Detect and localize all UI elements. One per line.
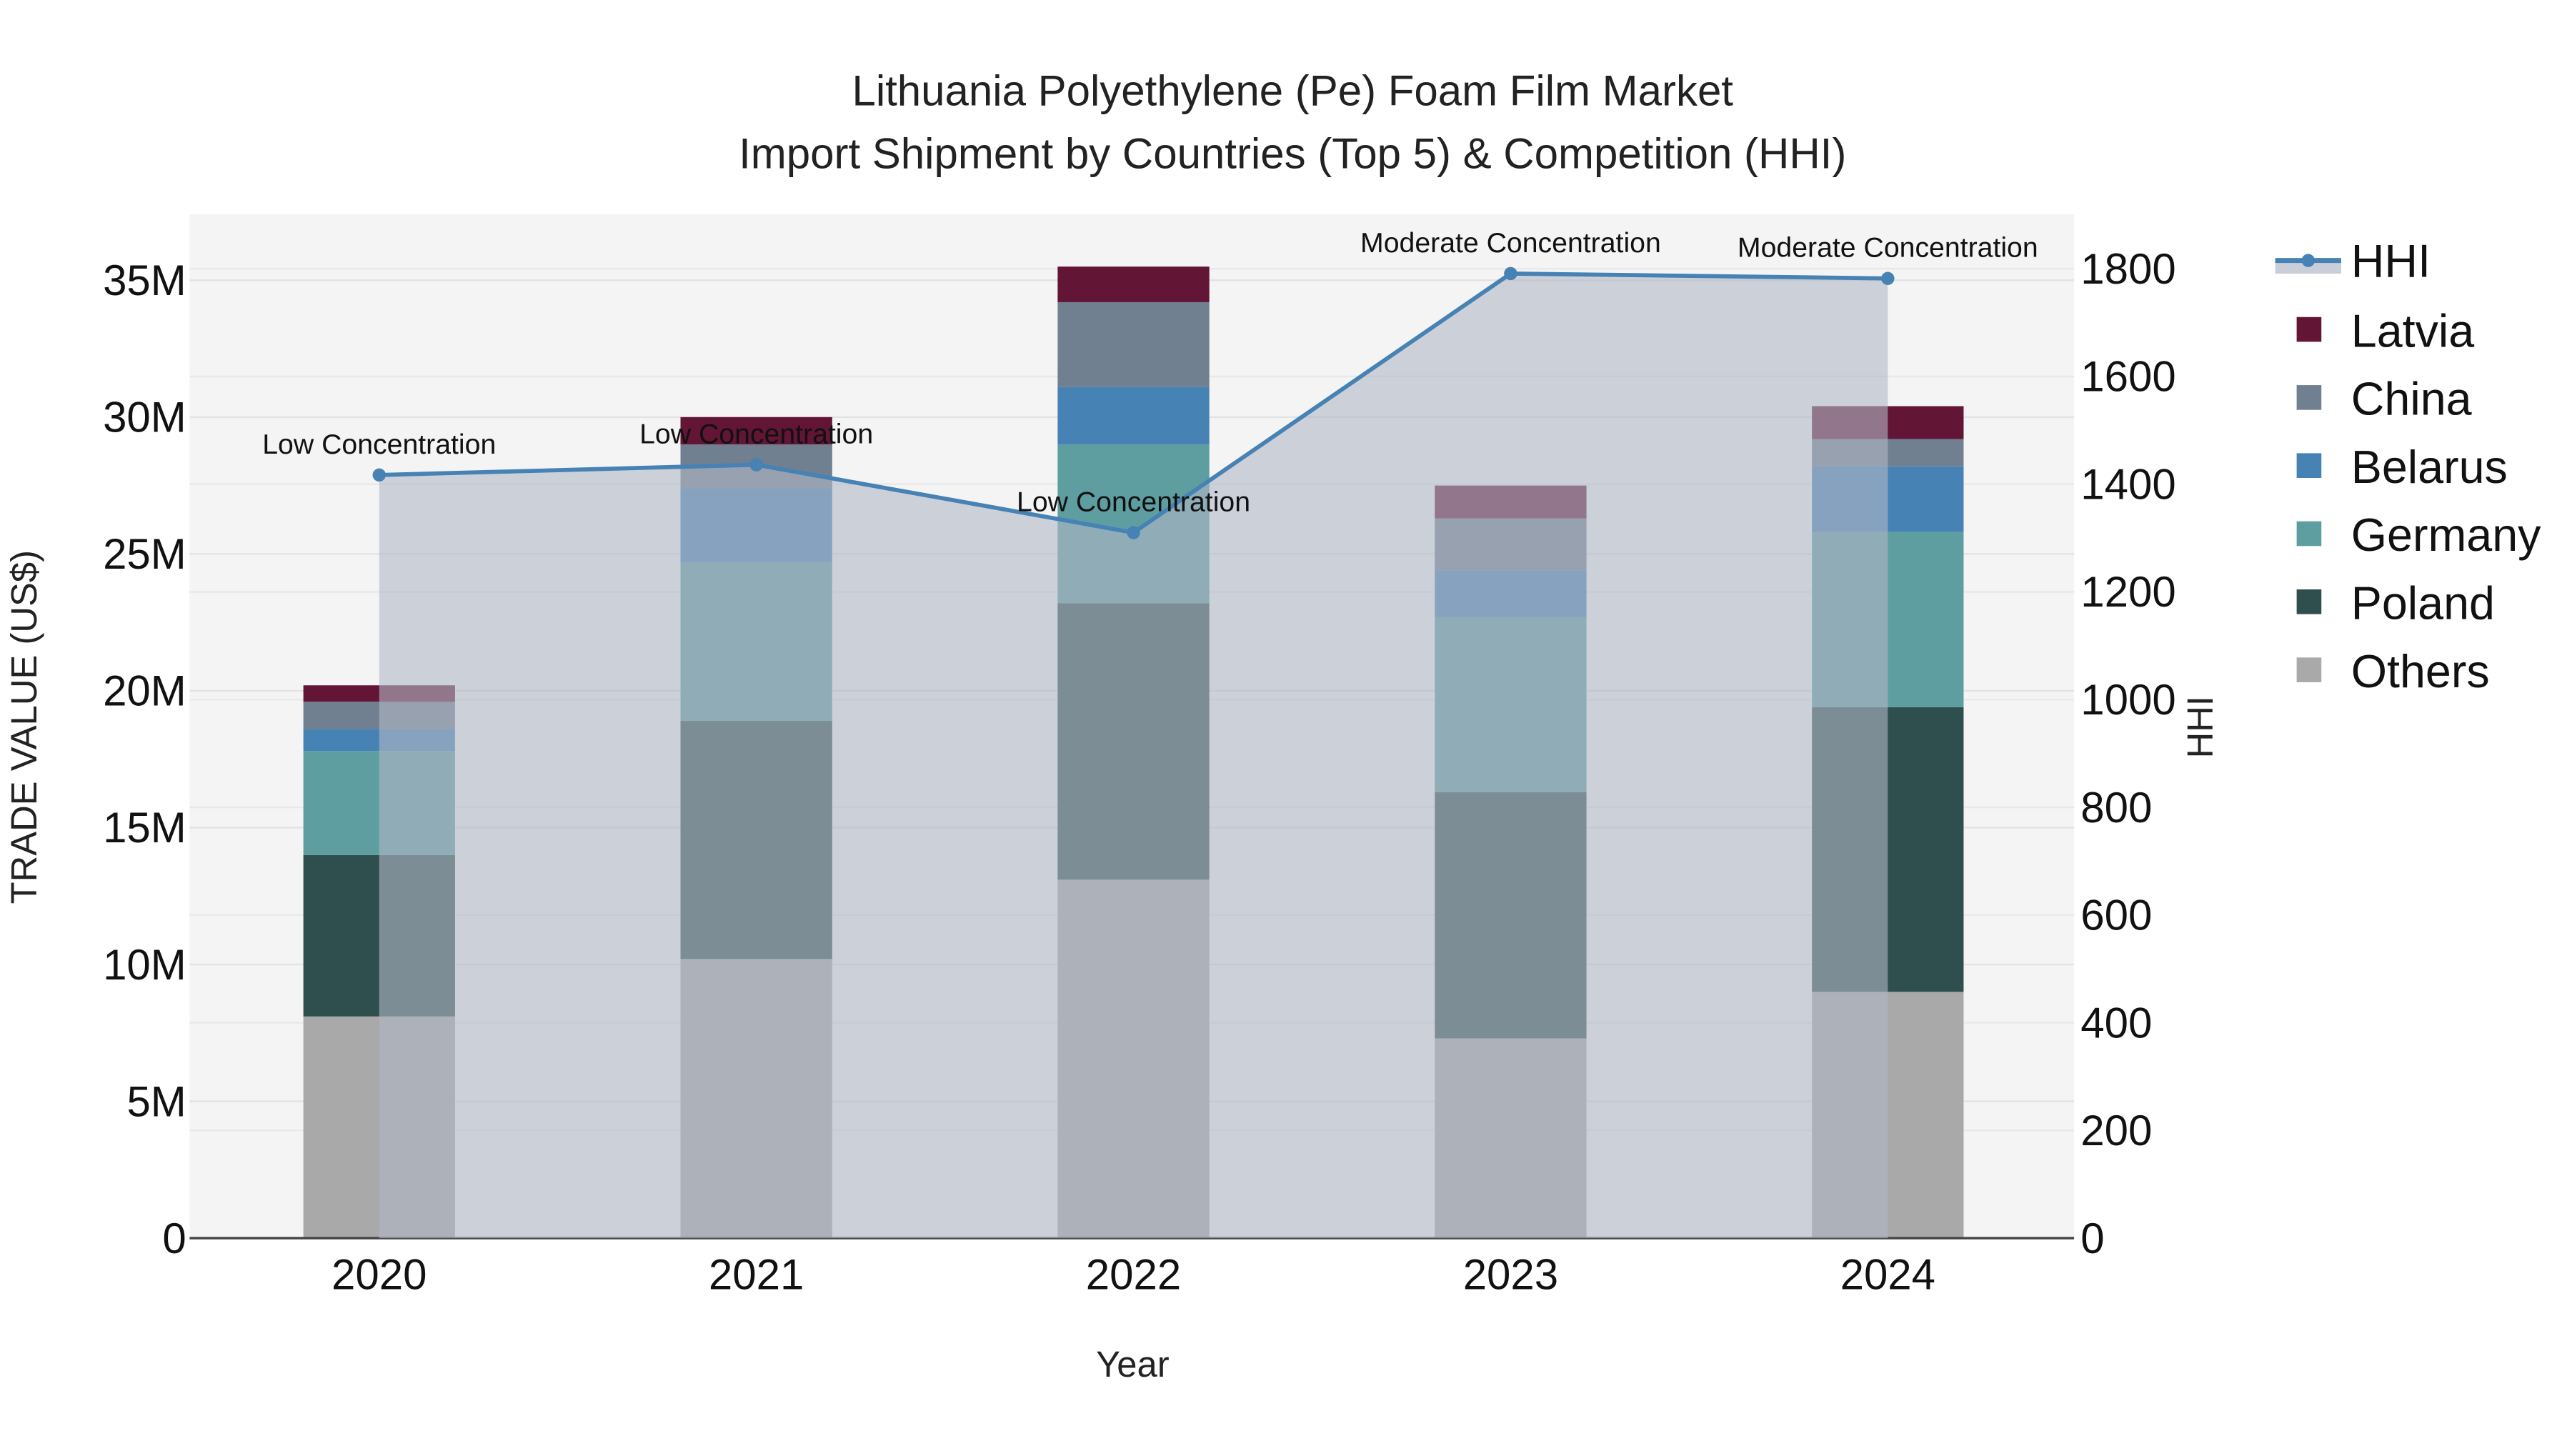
legend-label-china[interactable]: China: [2351, 374, 2472, 425]
bar-segment-latvia[interactable]: [680, 417, 832, 445]
y2-tick-label: 1200: [2080, 568, 2175, 616]
legend-swatch-china: [2296, 385, 2322, 410]
hhi-point[interactable]: [372, 468, 386, 482]
legend-hhi-fill: [2275, 261, 2341, 274]
hhi-fill: [379, 273, 1888, 1239]
legend-hhi-marker: [2301, 254, 2315, 267]
hhi-point[interactable]: [1504, 266, 1517, 281]
legend-label-hhi[interactable]: HHI: [2351, 236, 2431, 287]
legend: HHI Latvia China Belarus Germany Poland Others: [2275, 236, 2541, 697]
chart-title-line1: Lithuania Polyethylene (Pe) Foam Film Ma…: [852, 67, 1733, 115]
bar-segment-china[interactable]: [1057, 301, 1210, 387]
legend-swatch-belarus: [2296, 453, 2322, 478]
legend-label-poland[interactable]: Poland: [2351, 578, 2495, 629]
y-axis-ticks: 0 5M 10M 15M 20M 25M 30M 35M: [103, 256, 186, 1262]
hhi-point[interactable]: [1881, 271, 1895, 285]
legend-label-others[interactable]: Others: [2351, 646, 2490, 697]
y2-tick-label: 1000: [2080, 676, 2175, 724]
x-tick-label: 2024: [1840, 1251, 1935, 1299]
y-tick-label: 25M: [103, 530, 186, 578]
x-tick-label: 2023: [1463, 1251, 1558, 1299]
y-tick-label: 15M: [103, 804, 186, 852]
hhi-point[interactable]: [1127, 526, 1140, 539]
x-tick-label: 2021: [709, 1251, 804, 1299]
y2-tick-label: 0: [2080, 1215, 2104, 1262]
hhi-annotation: Low Concentration: [1017, 487, 1250, 518]
x-tick-label: 2020: [332, 1251, 427, 1299]
hhi-line: Low Concentration Low Concentration Low Co…: [262, 227, 2038, 539]
y-tick-label: 35M: [103, 256, 186, 304]
y2-tick-label: 1400: [2080, 460, 2175, 508]
legend-swatch-latvia: [2296, 316, 2322, 342]
y2-axis-label: HHI: [2180, 696, 2220, 758]
hhi-area: [379, 273, 1888, 1239]
hhi-annotation: Moderate Concentration: [1738, 232, 2038, 264]
x-axis-ticks: 2020 2021 2022 2023 2024: [332, 1251, 1935, 1299]
y2-tick-label: 200: [2080, 1107, 2152, 1155]
y-axis-label: TRADE VALUE (US$): [4, 550, 44, 904]
hhi-annotation: Moderate Concentration: [1360, 227, 1661, 259]
y2-tick-label: 1600: [2080, 353, 2175, 401]
legend-label-germany[interactable]: Germany: [2351, 509, 2541, 561]
x-axis-label: Year: [1096, 1344, 1170, 1385]
y-tick-label: 10M: [103, 941, 186, 989]
y2-tick-label: 400: [2080, 999, 2152, 1047]
y2-tick-label: 1800: [2080, 245, 2175, 293]
legend-label-belarus[interactable]: Belarus: [2351, 442, 2508, 493]
hhi-annotation: Low Concentration: [262, 429, 496, 460]
y2-tick-label: 800: [2080, 784, 2152, 832]
legend-label-latvia[interactable]: Latvia: [2351, 305, 2474, 356]
y-tick-label: 0: [162, 1215, 186, 1262]
y-tick-label: 30M: [103, 394, 186, 442]
legend-swatch-germany: [2296, 521, 2322, 547]
chart-title-line2: Import Shipment by Countries (Top 5) & C…: [739, 129, 1846, 177]
bar-segment-latvia[interactable]: [1057, 266, 1210, 302]
hhi-annotation: Low Concentration: [639, 419, 873, 450]
x-tick-label: 2022: [1086, 1251, 1181, 1299]
y-tick-label: 5M: [126, 1077, 186, 1125]
legend-swatch-others: [2296, 657, 2322, 682]
y-tick-label: 20M: [103, 667, 186, 715]
legend-swatch-poland: [2296, 589, 2322, 614]
y2-axis-ticks: 0 200 400 600 800 1000 1200 1400 1600 1800: [2080, 245, 2175, 1262]
y2-tick-label: 600: [2080, 892, 2152, 939]
hhi-point[interactable]: [749, 458, 763, 472]
bar-segment-belarus[interactable]: [1057, 387, 1210, 445]
